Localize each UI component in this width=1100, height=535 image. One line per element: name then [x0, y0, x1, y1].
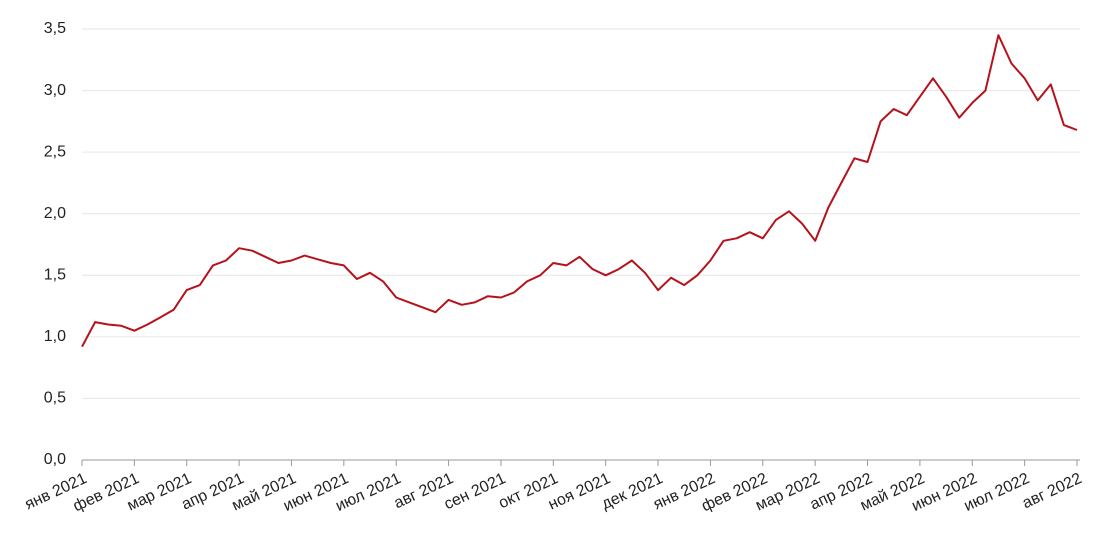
- y-tick-label: 3,5: [44, 20, 66, 37]
- y-tick-label: 3,0: [44, 82, 66, 99]
- x-tick-label: авг 2022: [1020, 470, 1085, 512]
- y-tick-label: 2,0: [44, 205, 66, 222]
- y-tick-label: 1,0: [44, 328, 66, 345]
- data-line: [81, 34, 1078, 348]
- y-tick-label: 2,5: [44, 143, 66, 160]
- y-tick-label: 0,5: [44, 390, 66, 407]
- y-tick-label: 1,5: [44, 267, 66, 284]
- y-tick-label: 0,0: [44, 451, 66, 468]
